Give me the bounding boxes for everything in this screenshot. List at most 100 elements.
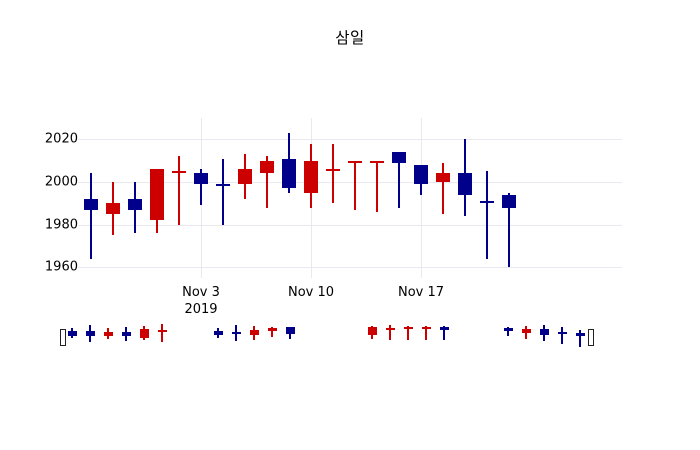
mini-candle-body — [403, 327, 413, 329]
mini-candlestick — [267, 322, 277, 356]
x-tick-label: Nov 17 — [397, 285, 445, 300]
candle-wick — [376, 160, 378, 212]
candlestick — [304, 118, 318, 278]
mini-candle-body — [367, 327, 377, 335]
candlestick — [348, 118, 362, 278]
candle-body — [194, 173, 208, 185]
mini-candle-body — [385, 328, 395, 330]
candlestick — [458, 118, 472, 278]
candlestick — [216, 118, 230, 278]
candle-body — [370, 160, 384, 163]
mini-candlestick — [213, 322, 223, 356]
candle-body — [260, 160, 274, 174]
candle-body — [348, 160, 362, 163]
candle-wick — [90, 173, 92, 259]
y-tick-label: 2020 — [44, 131, 78, 147]
strip-start-marker — [60, 329, 66, 346]
mini-candlestick — [85, 322, 95, 356]
mini-candle-wick — [389, 325, 391, 340]
mini-candlestick — [557, 322, 567, 356]
mini-candlestick — [385, 322, 395, 356]
mini-candle-wick — [271, 327, 273, 337]
x-tick-label: Nov 10 — [287, 285, 335, 300]
candle-body — [480, 201, 494, 204]
mini-candle-body — [575, 333, 585, 336]
candlestick — [414, 118, 428, 278]
mini-candle-body — [157, 330, 167, 332]
gridline-horizontal — [78, 139, 622, 141]
mini-candle-body — [249, 330, 259, 335]
mini-candle-body — [121, 332, 131, 336]
strip-end-marker — [588, 329, 594, 346]
gridline-horizontal — [78, 267, 622, 269]
mini-candlestick — [67, 322, 77, 356]
candle-body — [128, 199, 142, 210]
mini-candle-body — [213, 331, 223, 335]
candle-wick — [354, 160, 356, 210]
page-title: 삼일 — [335, 29, 365, 47]
gridline-vertical — [421, 118, 422, 278]
candle-wick — [486, 171, 488, 259]
candlestick — [106, 118, 120, 278]
mini-candle-wick — [161, 324, 163, 342]
mini-candle-body — [503, 328, 513, 331]
y-axis: 1960 1980 2000 2020 — [0, 0, 78, 450]
candlestick — [436, 118, 450, 278]
candle-wick — [200, 169, 202, 206]
candle-body — [238, 169, 252, 185]
candlestick — [260, 118, 274, 278]
candle-wick — [442, 162, 444, 214]
mini-candlestick — [231, 322, 241, 356]
gridline-horizontal — [78, 224, 622, 226]
mini-candlestick — [139, 322, 149, 356]
candlestick — [392, 118, 406, 278]
candle-body — [392, 152, 406, 163]
mini-candle-wick — [425, 326, 427, 340]
candlestick — [480, 118, 494, 278]
candlestick — [84, 118, 98, 278]
candle-body — [326, 169, 340, 172]
mini-candle-body — [285, 327, 295, 334]
mini-candle-wick — [407, 326, 409, 340]
mini-candlestick — [539, 322, 549, 356]
candle-body — [282, 158, 296, 189]
mini-candlestick — [421, 322, 431, 356]
mini-candlestick — [121, 322, 131, 356]
y-tick-label: 1960 — [44, 259, 78, 275]
candle-body — [172, 171, 186, 174]
mini-candle-wick — [579, 330, 581, 347]
mini-candlestick — [157, 322, 167, 356]
mini-candle-wick — [443, 326, 445, 340]
mini-candle-body — [67, 331, 77, 336]
thumbnail-strip — [0, 322, 700, 382]
mini-candlestick — [103, 322, 113, 356]
mini-candlestick — [503, 322, 513, 356]
mini-candle-body — [231, 332, 241, 334]
mini-candlestick — [249, 322, 259, 356]
candle-body — [502, 194, 516, 208]
candle-wick — [508, 192, 510, 268]
mini-candlestick — [439, 322, 449, 356]
candle-wick — [178, 156, 180, 225]
candle-body — [436, 173, 450, 182]
mini-candle-body — [103, 332, 113, 336]
mini-candlestick — [521, 322, 531, 356]
mini-candle-body — [539, 329, 549, 335]
candlestick — [370, 118, 384, 278]
candlestick — [282, 118, 296, 278]
candlestick — [172, 118, 186, 278]
mini-candle-body — [439, 327, 449, 330]
y-tick-label: 1980 — [44, 217, 78, 233]
candle-wick — [398, 152, 400, 208]
candle-body — [414, 164, 428, 185]
mini-candle-wick — [507, 327, 509, 336]
candle-body — [106, 203, 120, 214]
candlestick — [194, 118, 208, 278]
mini-candle-body — [85, 331, 95, 336]
mini-candle-wick — [561, 327, 563, 344]
mini-candle-body — [267, 328, 277, 331]
plot-area — [78, 118, 622, 278]
mini-candlestick — [403, 322, 413, 356]
